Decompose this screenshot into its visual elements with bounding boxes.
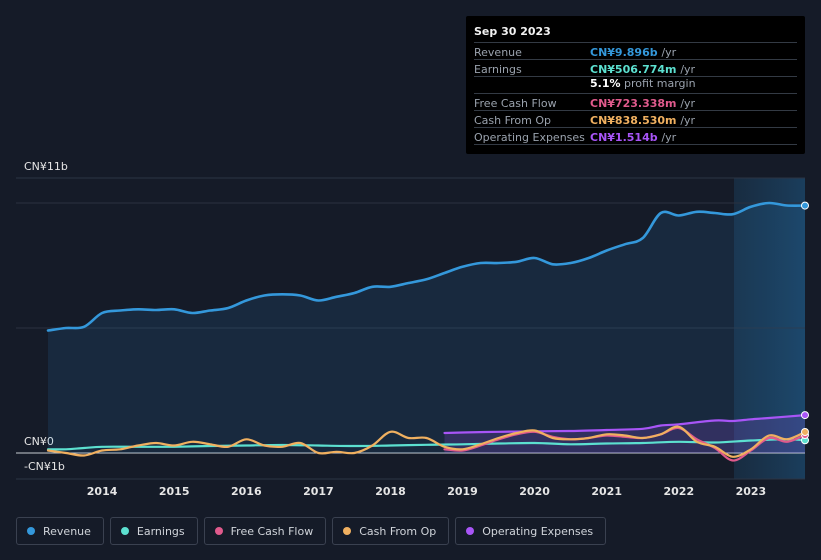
tooltip-row-label: Free Cash Flow: [474, 97, 557, 110]
tooltip-unit-text: /yr: [680, 97, 696, 110]
tooltip-value-text: CN¥506.774m: [590, 63, 677, 76]
legend-item-earnings[interactable]: Earnings: [109, 517, 198, 545]
tooltip-row-value: CN¥1.514b /yr: [590, 131, 676, 144]
free-cash-flow-line: [443, 426, 807, 462]
tooltip-row-revenue: Revenue CN¥9.896b /yr: [474, 42, 797, 60]
x-tick-label: 2015: [159, 485, 190, 498]
x-tick-label: 2014: [87, 485, 118, 498]
x-axis-ticks: 2014 2015 2016 2017 2018 2019 2020 2021 2022 2023: [87, 485, 766, 498]
legend-label: Revenue: [43, 524, 91, 538]
tooltip-row-label: Revenue: [474, 46, 522, 59]
tooltip-row-value: CN¥9.896b /yr: [590, 46, 676, 59]
revenue-line: [46, 201, 807, 332]
tooltip-value-text: CN¥9.896b: [590, 46, 658, 59]
x-tick-label: 2021: [591, 485, 622, 498]
legend-label: Operating Expenses: [482, 524, 594, 538]
x-tick-label: 2019: [447, 485, 478, 498]
tooltip-date: Sep 30 2023: [474, 25, 551, 38]
tooltip-row-value: CN¥723.338m /yr: [590, 97, 695, 110]
profit-margin-label: profit margin: [624, 77, 696, 90]
legend-item-free-cash-flow[interactable]: Free Cash Flow: [203, 517, 327, 545]
legend-label: Free Cash Flow: [230, 524, 314, 538]
tooltip-separator: [474, 76, 797, 77]
x-tick-label: 2023: [736, 485, 767, 498]
tooltip-unit-text: /yr: [661, 131, 677, 144]
tooltip-row-operating-expenses: Operating Expenses CN¥1.514b /yr: [474, 127, 797, 145]
tooltip-profit-margin: 5.1% profit margin: [590, 77, 696, 90]
x-tick-label: 2018: [375, 485, 406, 498]
tooltip-row-label: Operating Expenses: [474, 131, 585, 144]
tooltip-row-label: Earnings: [474, 63, 522, 76]
tooltip-row-label: Cash From Op: [474, 114, 552, 127]
legend-item-operating-expenses[interactable]: Operating Expenses: [455, 517, 607, 545]
revenue-end-point: [801, 201, 809, 210]
tooltip-row-value: CN¥506.774m /yr: [590, 63, 695, 76]
legend-dot-icon: [27, 527, 35, 535]
y-label-top: CN¥11b: [24, 160, 68, 173]
y-label-bottom: -CN¥1b: [24, 460, 65, 473]
legend-label: Earnings: [136, 524, 185, 538]
tooltip-separator: [474, 144, 797, 145]
legend: Revenue Earnings Free Cash Flow Cash From O…: [16, 517, 607, 545]
tooltip-row-value: CN¥838.530m /yr: [590, 114, 695, 127]
legend-item-cash-from-op[interactable]: Cash From Op: [332, 517, 450, 545]
tooltip-row-earnings: Earnings CN¥506.774m /yr: [474, 59, 797, 77]
tooltip-unit-text: /yr: [680, 114, 696, 127]
tooltip-value-text: CN¥1.514b: [590, 131, 658, 144]
x-tick-label: 2016: [231, 485, 262, 498]
legend-label: Cash From Op: [359, 524, 437, 538]
cash-from-op-line: [46, 425, 807, 458]
profit-margin-value: 5.1%: [590, 77, 621, 90]
operating-expenses-end-point: [801, 411, 809, 420]
tooltip-row-free-cash-flow: Free Cash Flow CN¥723.338m /yr: [474, 93, 797, 111]
tooltip-panel: Sep 30 2023 Revenue CN¥9.896b /yr Earnings…: [466, 16, 805, 154]
x-tick-label: 2022: [663, 485, 694, 498]
legend-dot-icon: [343, 527, 352, 535]
tooltip-unit-text: /yr: [661, 46, 677, 59]
legend-dot-icon: [466, 527, 475, 535]
legend-dot-icon: [120, 527, 129, 535]
legend-item-revenue[interactable]: Revenue: [16, 517, 104, 545]
series-layer: [46, 201, 809, 462]
revenue-area: [48, 202, 805, 453]
legend-dot-icon: [214, 527, 223, 535]
cash-from-op-end-point: [801, 428, 809, 436]
operating-expenses-line: [443, 414, 807, 435]
tooltip-value-text: CN¥723.338m: [590, 97, 677, 110]
y-label-zero: CN¥0: [24, 435, 54, 448]
x-tick-label: 2017: [303, 485, 334, 498]
tooltip-row-cash-from-op: Cash From Op CN¥838.530m /yr: [474, 110, 797, 128]
tooltip-value-text: CN¥838.530m: [590, 114, 677, 127]
x-tick-label: 2020: [519, 485, 550, 498]
tooltip-unit-text: /yr: [680, 63, 696, 76]
